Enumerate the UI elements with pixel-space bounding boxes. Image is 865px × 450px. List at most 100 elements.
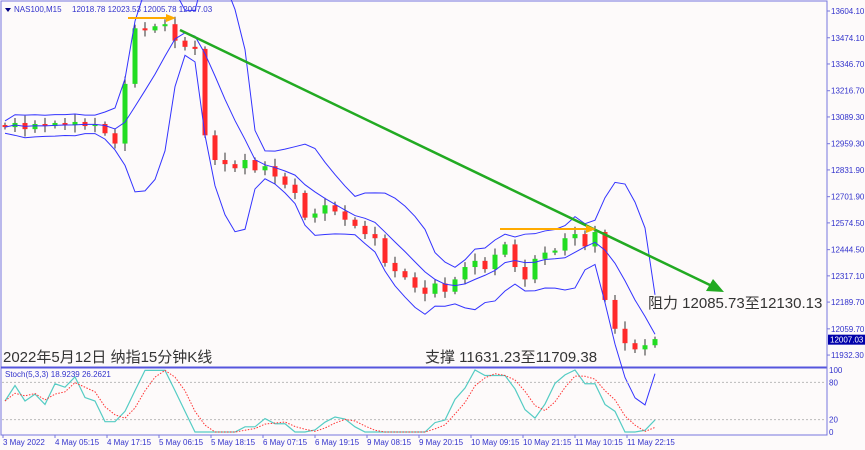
candle <box>272 166 278 177</box>
time-tick-label: 4 May 05:15 <box>55 438 100 447</box>
stoch-label: Stoch(5,3,3) 18.9239 26.2621 <box>5 370 111 379</box>
candle <box>192 46 198 49</box>
candle <box>362 225 368 235</box>
candles <box>2 16 658 356</box>
candle <box>522 267 528 280</box>
chart-title-annotation: 2022年5月12日 纳指15分钟K线 <box>3 349 212 366</box>
candle <box>442 283 448 292</box>
price-tick-label: 12444.50 <box>831 246 865 255</box>
price-tick-label: 12701.90 <box>831 193 865 202</box>
stoch-tick-label: 80 <box>829 378 838 387</box>
symbol-label: NAS100,M15 <box>14 5 62 14</box>
candle <box>352 219 358 226</box>
candle <box>282 176 288 185</box>
arrow-mid-head <box>586 225 596 233</box>
candle <box>372 234 378 239</box>
candle <box>592 232 598 247</box>
candle <box>382 238 388 263</box>
candle <box>402 271 408 278</box>
price-tick-label: 12317.10 <box>831 272 865 281</box>
candle <box>432 283 438 294</box>
candle <box>502 244 508 255</box>
price-axis: 13604.10 13474.10 13346.70 13216.70 13089.30… <box>826 1 865 437</box>
current-price-tag <box>828 334 865 345</box>
candle <box>622 328 628 344</box>
resistance-annotation: 阻力 12085.73至12130.13 <box>648 295 822 312</box>
price-tick-label: 13474.10 <box>831 34 865 43</box>
arrow-top-head <box>166 14 176 22</box>
candle <box>492 254 498 270</box>
candle <box>262 166 268 171</box>
stoch-tick-label: 0 <box>829 428 834 437</box>
time-tick-label: 11 May 10:15 <box>575 438 623 447</box>
ohlc-readout: 12018.78 12023.53 12005.78 12007.03 <box>72 5 213 14</box>
time-tick-label: 3 May 2022 <box>3 438 45 447</box>
candle <box>342 211 348 220</box>
candle <box>312 213 318 218</box>
candle <box>142 28 148 31</box>
stoch-tick-label: 100 <box>829 366 843 375</box>
candle <box>612 299 618 329</box>
current-price-label: 12007.03 <box>830 336 864 345</box>
candle <box>182 40 188 47</box>
candle <box>92 124 98 127</box>
band-middle <box>4 32 656 335</box>
candle <box>242 160 248 169</box>
candle <box>422 287 428 294</box>
candle <box>72 121 78 126</box>
bollinger-bands <box>4 0 656 406</box>
main-pane-border <box>0 0 828 368</box>
candle <box>572 234 578 239</box>
time-tick-label: 9 May 08:15 <box>367 438 412 447</box>
stoch-k-line <box>4 369 656 433</box>
candle <box>542 252 548 259</box>
band-lower <box>4 54 656 406</box>
candle <box>482 260 488 270</box>
price-tick-label: 12189.70 <box>831 298 865 307</box>
candle <box>462 267 468 280</box>
price-tick-label: 12574.50 <box>831 219 865 228</box>
candle <box>112 133 118 144</box>
candle <box>2 125 8 128</box>
candle <box>132 28 138 84</box>
candle <box>202 48 208 136</box>
time-tick-label: 6 May 07:15 <box>263 438 308 447</box>
candle <box>582 234 588 247</box>
candle <box>162 24 168 27</box>
dropdown-triangle-icon[interactable] <box>5 8 11 12</box>
price-tick-label: 13089.30 <box>831 113 865 122</box>
candle <box>562 238 568 251</box>
time-tick-label: 10 May 21:15 <box>523 438 572 447</box>
candle <box>332 205 338 212</box>
time-tick-label: 5 May 18:15 <box>211 438 256 447</box>
price-tick-label: 13604.10 <box>831 7 865 16</box>
price-tick-label: 12059.70 <box>831 325 865 334</box>
candle <box>62 122 68 126</box>
time-tick-label: 11 May 22:15 <box>627 438 675 447</box>
candle <box>42 124 48 127</box>
candle <box>632 343 638 350</box>
candle <box>122 83 128 144</box>
trend-line[interactable] <box>179 28 713 288</box>
time-axis: 3 May 2022 4 May 05:15 4 May 17:15 5 May 06… <box>2 435 675 447</box>
candle <box>322 205 328 214</box>
candle <box>102 124 108 134</box>
price-tick-label: 11932.30 <box>831 351 864 360</box>
candle <box>252 160 258 171</box>
candle <box>412 277 418 288</box>
price-tick-label: 12831.90 <box>831 166 865 175</box>
candle <box>602 232 608 300</box>
candle <box>392 262 398 272</box>
time-tick-label: 4 May 17:15 <box>107 438 152 447</box>
band-upper <box>4 0 656 295</box>
stoch-pane-border <box>0 367 828 436</box>
candle <box>292 184 298 193</box>
stochastic <box>2 369 826 433</box>
stoch-tick-label: 20 <box>829 416 838 425</box>
stoch-d-line <box>4 369 656 433</box>
candle <box>152 26 158 31</box>
time-tick-label: 6 May 19:15 <box>315 438 360 447</box>
candle <box>552 250 558 253</box>
candle <box>222 160 228 165</box>
trend-arrowhead <box>706 279 724 292</box>
